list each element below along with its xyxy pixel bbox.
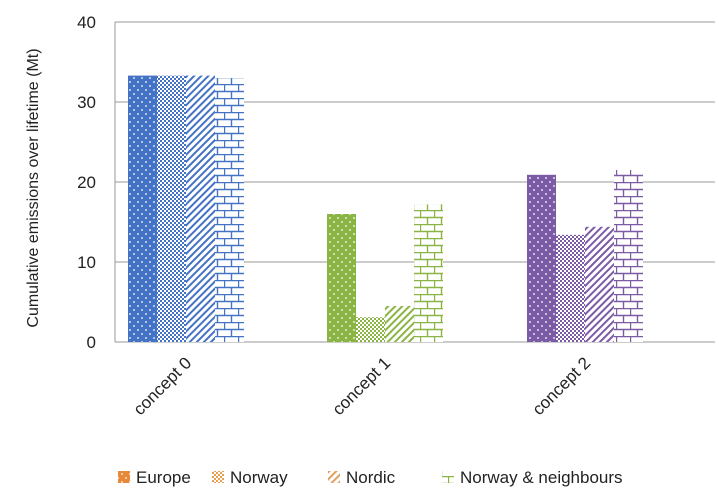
bar-concept-0-nordic (186, 75, 215, 342)
legend-item: Norway (212, 468, 288, 487)
bar-concept-1-norway (356, 317, 385, 342)
bar-concept-2-norway (556, 234, 585, 342)
y-tick-label: 0 (87, 333, 96, 352)
x-tick-label: concept 0 (130, 353, 196, 419)
legend-swatch (328, 471, 340, 483)
legend-swatch (118, 471, 130, 483)
legend: Europe Norway Nordic Norway & neighbours (118, 468, 623, 487)
bar-concept-0-europe (128, 75, 157, 342)
y-tick-label: 10 (77, 253, 96, 272)
legend-label: Europe (136, 468, 191, 487)
y-tick-label: 30 (77, 93, 96, 112)
legend-label: Nordic (346, 468, 396, 487)
legend-label: Norway & neighbours (460, 468, 623, 487)
bar-concept-2-norway-neighbours (614, 170, 643, 342)
x-tick-label: concept 2 (529, 353, 595, 419)
bars (128, 75, 643, 342)
legend-label: Norway (230, 468, 288, 487)
bar-concept-0-norway (157, 75, 186, 342)
bar-concept-1-europe (327, 214, 356, 342)
legend-item: Norway & neighbours (442, 468, 623, 487)
x-tick-label: concept 1 (329, 353, 395, 419)
bar-concept-2-europe (527, 174, 556, 342)
legend-swatch (442, 471, 454, 483)
bar-concept-1-norway-neighbours (414, 204, 443, 342)
y-axis-title: Cumulative emissions over lifetime (Mt) (25, 48, 42, 327)
bar-concept-1-nordic (385, 306, 414, 342)
legend-item: Nordic (328, 468, 396, 487)
legend-item: Europe (118, 468, 191, 487)
legend-swatch (212, 471, 224, 483)
y-tick-label: 40 (77, 13, 96, 32)
y-tick-label: 20 (77, 173, 96, 192)
bar-concept-2-nordic (585, 226, 614, 342)
bar-concept-0-norway-neighbours (215, 78, 244, 342)
